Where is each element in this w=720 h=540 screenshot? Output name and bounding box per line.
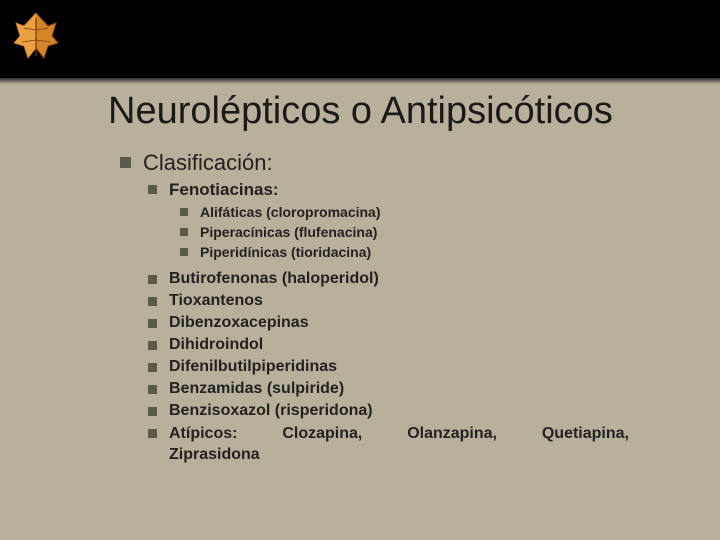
level2b-label: Difenilbutilpiperidinas — [169, 358, 337, 376]
level2b-label: Benzamidas (sulpiride) — [169, 380, 344, 398]
decorative-top-border — [0, 0, 720, 78]
list-item: Benzamidas (sulpiride) — [148, 380, 680, 398]
list-item: Alifáticas (cloropromacina) — [180, 204, 680, 220]
atypical-drug: Ziprasidona — [169, 446, 260, 463]
level2b-label: Dibenzoxacepinas — [169, 314, 309, 332]
list-item: Butirofenonas (haloperidol) — [148, 270, 680, 288]
list-item: Dibenzoxacepinas — [148, 314, 680, 332]
level3-label: Piperidínicas (tioridacina) — [200, 244, 371, 260]
atypical-prefix: Atípicos: — [169, 424, 237, 445]
level2b-label: Dihidroindol — [169, 336, 263, 354]
bullet-icon — [148, 297, 157, 306]
list-item: Piperacínicas (flufenacina) — [180, 224, 680, 240]
bullet-icon — [148, 185, 157, 194]
atypical-drug: Quetiapina, — [542, 424, 629, 445]
slide-content: Clasificación: Fenotiacinas: Alifáticas … — [120, 150, 680, 470]
list-item: Piperidínicas (tioridacina) — [180, 244, 680, 260]
bullet-icon — [148, 407, 157, 416]
bullet-icon — [148, 385, 157, 394]
bullet-icon — [148, 319, 157, 328]
level3-label: Piperacínicas (flufenacina) — [200, 224, 377, 240]
level2b-label: Benzisoxazol (risperidona) — [169, 402, 373, 420]
level2b-label: Tioxantenos — [169, 292, 263, 310]
level2b-label: Butirofenonas (haloperidol) — [169, 270, 379, 288]
leaf-icon — [6, 8, 66, 68]
list-item: Tioxantenos — [148, 292, 680, 310]
bullet-icon — [148, 275, 157, 284]
atypical-text: Atípicos: Clozapina, Olanzapina, Quetiap… — [169, 424, 629, 466]
level3-label: Alifáticas (cloropromacina) — [200, 204, 381, 220]
bullet-icon — [148, 341, 157, 350]
list-item: Fenotiacinas: — [148, 180, 680, 200]
list-item: Difenilbutilpiperidinas — [148, 358, 680, 376]
atypical-drug: Clozapina, — [282, 424, 362, 445]
bullet-icon — [180, 248, 188, 256]
list-item: Benzisoxazol (risperidona) — [148, 402, 680, 420]
bullet-icon — [180, 228, 188, 236]
slide-title: Neurolépticos o Antipsicóticos — [108, 90, 613, 133]
bullet-icon — [148, 429, 157, 438]
level1-label: Clasificación: — [143, 150, 273, 176]
atypical-drug: Olanzapina, — [407, 424, 497, 445]
list-item-atypical: Atípicos: Clozapina, Olanzapina, Quetiap… — [148, 424, 680, 466]
bullet-icon — [120, 157, 131, 168]
bullet-icon — [180, 208, 188, 216]
list-item: Dihidroindol — [148, 336, 680, 354]
level2-label: Fenotiacinas: — [169, 180, 279, 200]
bullet-icon — [148, 363, 157, 372]
list-item: Clasificación: — [120, 150, 680, 176]
